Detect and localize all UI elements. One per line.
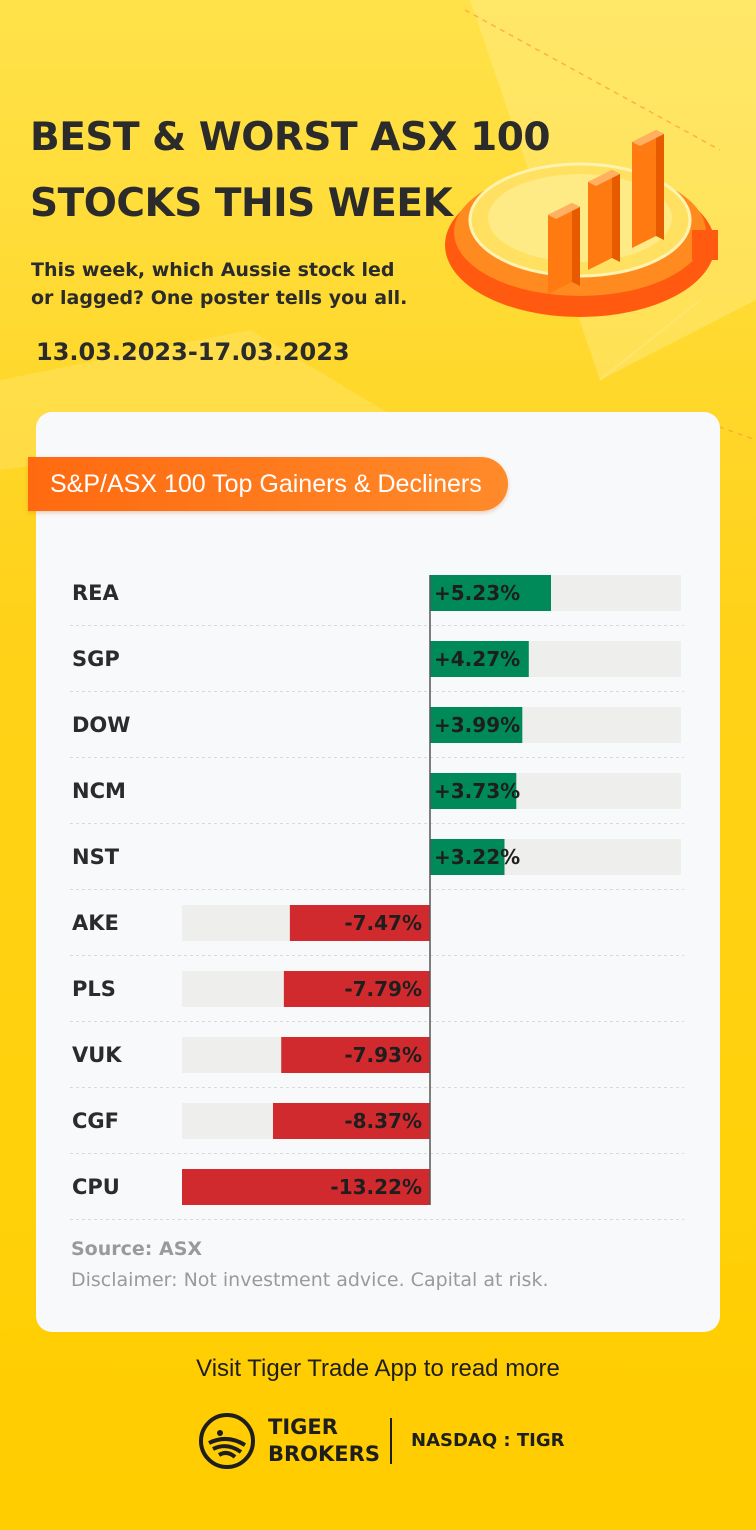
date-range: 13.03.2023-17.03.2023 — [36, 338, 350, 366]
value-label: -7.47% — [344, 911, 422, 935]
brand-line-1: TIGER — [268, 1415, 338, 1439]
chart-card: S&P/ASX 100 Top Gainers & Decliners REA +… — [28, 412, 720, 1332]
value-label: +3.99% — [434, 713, 520, 737]
category-label: PLS — [72, 977, 116, 1001]
category-label: CPU — [72, 1175, 120, 1199]
visit-app-link[interactable]: Visit Tiger Trade App to read more — [196, 1355, 560, 1382]
title-line-2: STOCKS THIS WEEK — [30, 181, 453, 226]
title-line-1: BEST & WORST ASX 100 — [30, 115, 551, 160]
brand-name: TIGER BROKERS — [268, 1414, 380, 1468]
bar-positive — [430, 707, 523, 743]
bar-chart-podium-icon — [445, 130, 718, 317]
bar-negative — [283, 971, 430, 1007]
category-label: REA — [72, 581, 120, 605]
category-label: NCM — [72, 779, 126, 803]
subtitle-line-2: or lagged? One poster tells you all. — [31, 287, 408, 309]
page-title: BEST & WORST ASX 100 STOCKS THIS WEEK — [30, 105, 551, 237]
value-label: +3.73% — [434, 779, 520, 803]
bar-chart: REA +5.23% SGP +4.27% DOW +3.99% NCM +3.73% NST +… — [70, 575, 684, 1220]
brand-line-2: BROKERS — [268, 1442, 380, 1466]
bar-negative — [281, 1037, 430, 1073]
bar-positive — [430, 641, 529, 677]
value-label: -7.93% — [344, 1043, 422, 1067]
category-label: VUK — [72, 1043, 122, 1067]
footer-brand: TIGER BROKERS NASDAQ : TIGR — [198, 1410, 598, 1472]
value-label: +4.27% — [434, 647, 520, 671]
bar-positive — [430, 575, 551, 611]
bar-negative — [182, 1169, 430, 1205]
page-subtitle: This week, which Aussie stock led or lag… — [31, 256, 431, 312]
chart-banner: S&P/ASX 100 Top Gainers & Decliners — [28, 457, 508, 511]
category-label: AKE — [72, 911, 119, 935]
bar-negative — [272, 1103, 430, 1139]
ticker-label: NASDAQ : TIGR — [411, 1430, 565, 1451]
source-note: Source: ASX — [71, 1238, 203, 1260]
category-label: CGF — [72, 1109, 119, 1133]
bar-negative — [289, 905, 430, 941]
category-label: DOW — [72, 713, 130, 737]
value-label: +3.22% — [434, 845, 520, 869]
bar-positive — [430, 773, 517, 809]
tiger-logo-icon — [199, 1413, 255, 1469]
bar-positive — [430, 839, 505, 875]
footer-divider — [390, 1418, 392, 1464]
category-label: SGP — [72, 647, 120, 671]
value-label: +5.23% — [434, 581, 520, 605]
value-label: -7.79% — [344, 977, 422, 1001]
subtitle-line-1: This week, which Aussie stock led — [31, 259, 395, 281]
disclaimer-note: Disclaimer: Not investment advice. Capit… — [71, 1269, 549, 1291]
value-label: -8.37% — [344, 1109, 422, 1133]
category-label: NST — [72, 845, 120, 869]
value-label: -13.22% — [330, 1175, 422, 1199]
